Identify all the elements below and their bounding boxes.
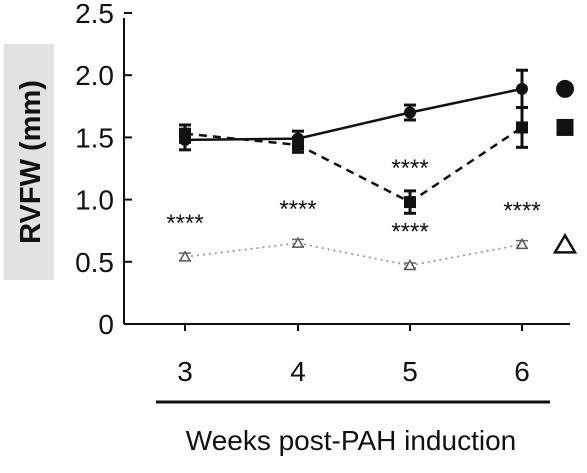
data-point (179, 127, 191, 140)
x-tick-label: 6 (514, 356, 530, 387)
series-line (184, 126, 523, 204)
y-tick-label: 2.0 (75, 60, 114, 91)
legend-circle-marker (556, 79, 574, 98)
y-ticks: 0 0.5 1.0 1.5 2.0 2.5 (75, 0, 132, 340)
legend-triangle-marker (552, 232, 578, 254)
series-line (184, 242, 523, 267)
x-tick-label: 5 (402, 356, 418, 387)
data-point (291, 236, 305, 248)
y-tick-label: 0.5 (75, 247, 114, 278)
significance-label: **** (166, 210, 203, 237)
data-point (404, 196, 416, 209)
series-square (179, 106, 528, 215)
data-point (516, 82, 528, 95)
data-point (515, 237, 529, 250)
x-ticks: 3 4 5 6 (177, 324, 530, 387)
significance-label: **** (391, 219, 428, 246)
ylabel-background (4, 44, 54, 280)
legend-square-marker (556, 118, 574, 136)
data-point (292, 138, 304, 151)
y-tick-label: 0 (98, 309, 114, 340)
y-axis-label: RVFW (mm) (15, 80, 47, 244)
annotation-layer: **** **** **** **** **** (166, 155, 540, 245)
x-tick-label: 3 (177, 356, 193, 387)
series-layer (178, 68, 529, 271)
data-point (178, 250, 192, 262)
y-tick-label: 2.5 (75, 0, 114, 29)
significance-label: **** (391, 155, 428, 182)
data-point (516, 121, 528, 134)
legend (552, 79, 578, 254)
y-tick-label: 1.0 (75, 185, 114, 216)
x-axis-label: Weeks post-PAH induction (186, 425, 516, 456)
y-tick-label: 1.5 (75, 122, 114, 153)
series-open-triangle (178, 236, 529, 271)
x-tick-label: 4 (290, 356, 306, 387)
series-line (184, 87, 523, 142)
data-point (404, 106, 416, 119)
data-point (403, 258, 417, 271)
significance-label: **** (503, 197, 540, 224)
significance-label: **** (279, 196, 316, 223)
